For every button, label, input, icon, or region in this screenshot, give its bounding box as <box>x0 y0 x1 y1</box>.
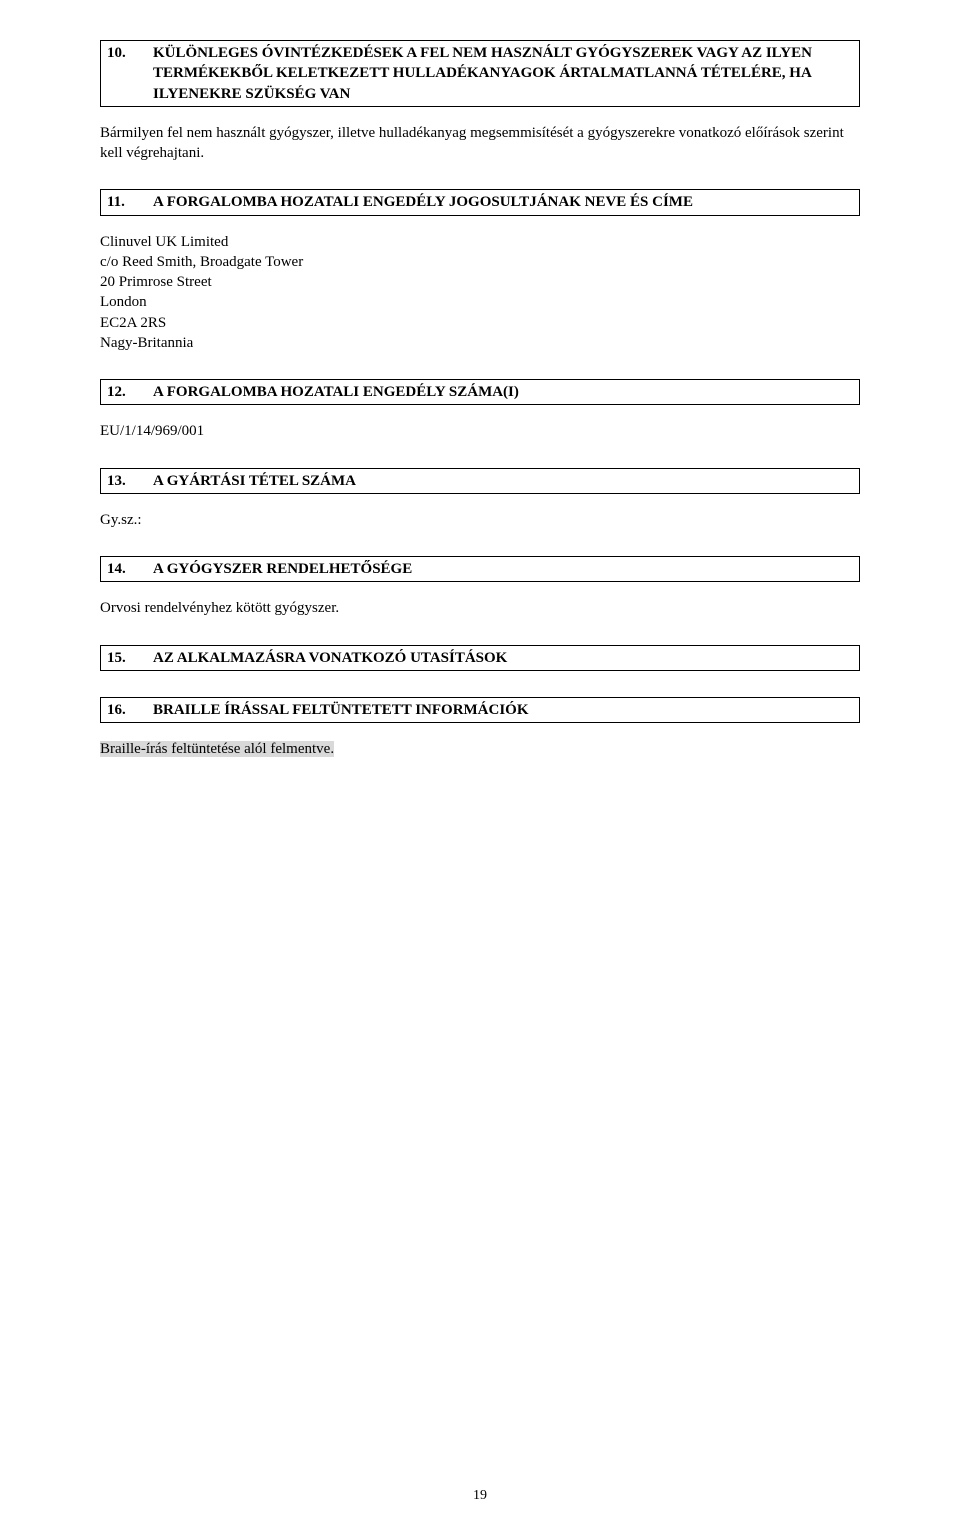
section-body-16: Braille-írás feltüntetése alól felmentve… <box>100 739 860 759</box>
section-title-14: 14. A GYÓGYSZER RENDELHETŐSÉGE <box>107 559 853 579</box>
section-box-16: 16. BRAILLE ÍRÁSSAL FELTÜNTETETT INFORMÁ… <box>100 697 860 723</box>
section-title-15: 15. AZ ALKALMAZÁSRA VONATKOZÓ UTASÍTÁSOK <box>107 648 853 668</box>
section-body-12: EU/1/14/969/001 <box>100 421 860 441</box>
section-title-11: 11. A FORGALOMBA HOZATALI ENGEDÉLY JOGOS… <box>107 192 853 212</box>
section-box-13: 13. A GYÁRTÁSI TÉTEL SZÁMA <box>100 468 860 494</box>
address-line: Nagy-Britannia <box>100 333 860 353</box>
section-title-16: 16. BRAILLE ÍRÁSSAL FELTÜNTETETT INFORMÁ… <box>107 700 853 720</box>
section-heading: KÜLÖNLEGES ÓVINTÉZKEDÉSEK A FEL NEM HASZ… <box>153 43 853 104</box>
section-num: 16. <box>107 700 153 720</box>
section-title-13: 13. A GYÁRTÁSI TÉTEL SZÁMA <box>107 471 853 491</box>
section-heading: A FORGALOMBA HOZATALI ENGEDÉLY JOGOSULTJ… <box>153 192 853 212</box>
address-line: c/o Reed Smith, Broadgate Tower <box>100 252 860 272</box>
section-title-12: 12. A FORGALOMBA HOZATALI ENGEDÉLY SZÁMA… <box>107 382 853 402</box>
address-line: London <box>100 292 860 312</box>
section-box-10: 10. KÜLÖNLEGES ÓVINTÉZKEDÉSEK A FEL NEM … <box>100 40 860 107</box>
section-num: 10. <box>107 43 153 104</box>
section-heading: A GYÓGYSZER RENDELHETŐSÉGE <box>153 559 853 579</box>
address-line: 20 Primrose Street <box>100 272 860 292</box>
section-heading: AZ ALKALMAZÁSRA VONATKOZÓ UTASÍTÁSOK <box>153 648 853 668</box>
section-num: 13. <box>107 471 153 491</box>
section-body-11: Clinuvel UK Limited c/o Reed Smith, Broa… <box>100 232 860 354</box>
section-body-14: Orvosi rendelvényhez kötött gyógyszer. <box>100 598 860 618</box>
section-box-15: 15. AZ ALKALMAZÁSRA VONATKOZÓ UTASÍTÁSOK <box>100 645 860 671</box>
section-box-14: 14. A GYÓGYSZER RENDELHETŐSÉGE <box>100 556 860 582</box>
address-line: EC2A 2RS <box>100 313 860 333</box>
page-number: 19 <box>0 1487 960 1506</box>
section-box-12: 12. A FORGALOMBA HOZATALI ENGEDÉLY SZÁMA… <box>100 379 860 405</box>
section-box-11: 11. A FORGALOMBA HOZATALI ENGEDÉLY JOGOS… <box>100 189 860 215</box>
section-heading: A GYÁRTÁSI TÉTEL SZÁMA <box>153 471 853 491</box>
section-heading: A FORGALOMBA HOZATALI ENGEDÉLY SZÁMA(I) <box>153 382 853 402</box>
highlighted-text: Braille-írás feltüntetése alól felmentve… <box>100 741 334 757</box>
section-body-13: Gy.sz.: <box>100 510 860 530</box>
section-num: 14. <box>107 559 153 579</box>
section-title-10: 10. KÜLÖNLEGES ÓVINTÉZKEDÉSEK A FEL NEM … <box>107 43 853 104</box>
address-line: Clinuvel UK Limited <box>100 232 860 252</box>
section-num: 15. <box>107 648 153 668</box>
section-heading: BRAILLE ÍRÁSSAL FELTÜNTETETT INFORMÁCIÓK <box>153 700 853 720</box>
section-num: 12. <box>107 382 153 402</box>
section-body-10: Bármilyen fel nem használt gyógyszer, il… <box>100 123 860 164</box>
section-num: 11. <box>107 192 153 212</box>
